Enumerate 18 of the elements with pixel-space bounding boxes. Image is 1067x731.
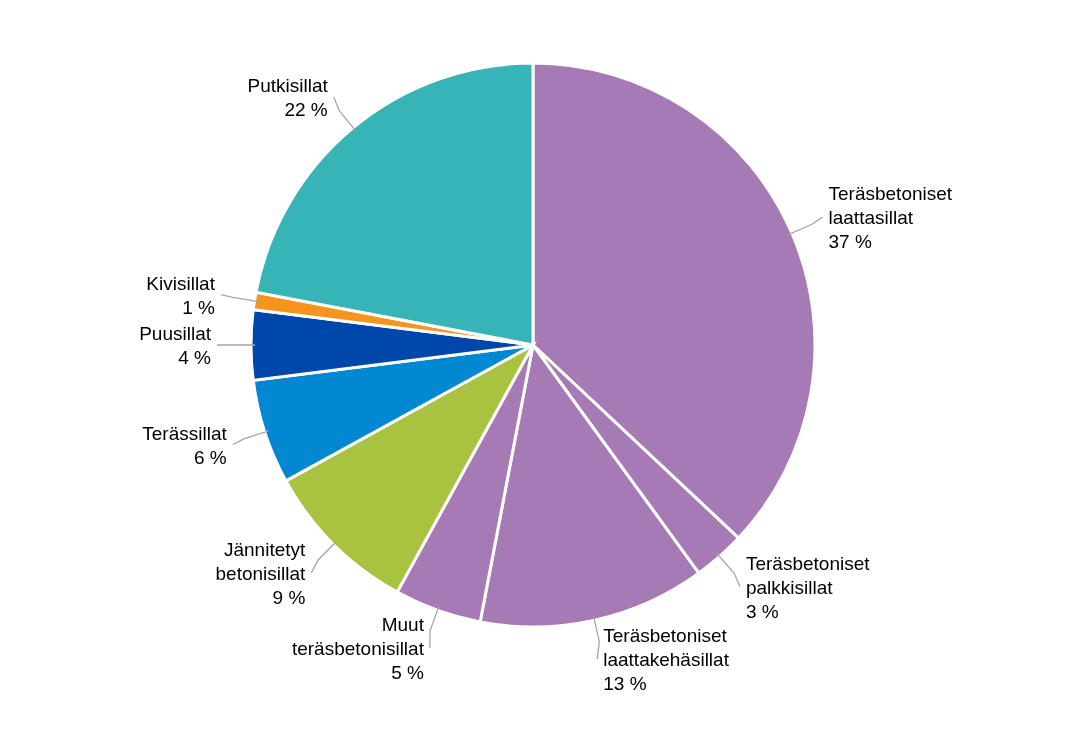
slice-label: Teräsbetoniset laattakehäsillat (603, 625, 730, 671)
slice-label: Muut teräsbetonisillat (291, 613, 425, 659)
data-label: 3 % (745, 600, 779, 622)
data-label: 4 % (178, 347, 212, 368)
slice-label: Puusillat (139, 323, 212, 344)
slice-label: Kivisillat (146, 272, 216, 294)
data-label: 6 % (194, 446, 227, 468)
data-label: 1 % (182, 296, 216, 318)
slice-label: Jännitetyt betonisillat (215, 538, 307, 584)
slice-label: Putkisillat (247, 74, 329, 96)
data-label: 9 % (272, 586, 306, 608)
slice-label: Terässillat (142, 422, 228, 444)
data-label: 37 % (828, 231, 872, 253)
data-label: 5 % (391, 661, 425, 683)
data-label: 22 % (284, 98, 328, 120)
slice-label: Teräsbetoniset palkkisillat (745, 552, 871, 598)
data-label: 13 % (603, 673, 647, 695)
slice-label: Teräsbetoniset laattasillat (828, 183, 953, 229)
